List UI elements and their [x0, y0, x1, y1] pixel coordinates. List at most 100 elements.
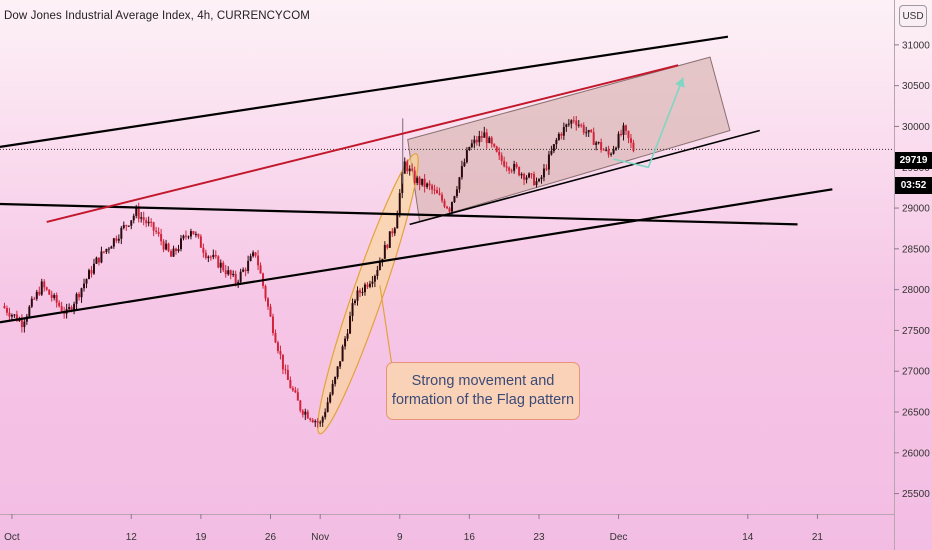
candle-body: [597, 142, 600, 144]
candle-body: [267, 298, 270, 307]
y-tick-label: 27500: [902, 326, 930, 337]
candle-body: [316, 421, 319, 423]
candle-body: [349, 316, 352, 334]
candle-body: [423, 178, 426, 187]
candle-body: [271, 316, 274, 334]
candle-body: [383, 244, 386, 259]
candle-body: [97, 257, 100, 263]
candle-body: [473, 139, 476, 144]
candle-body: [45, 287, 48, 290]
candle-body: [436, 190, 439, 194]
candle-body: [321, 417, 324, 423]
candle-body: [319, 422, 322, 424]
candle-body: [455, 189, 458, 197]
candle-body: [232, 273, 235, 276]
candle-body: [416, 177, 419, 183]
candle-body: [252, 252, 255, 257]
candle-body: [204, 252, 207, 258]
candle-body: [505, 166, 508, 168]
candle-body: [50, 294, 53, 298]
candle-body: [627, 130, 630, 139]
candle-body: [269, 306, 272, 317]
candle-body: [453, 196, 456, 203]
candle-body: [70, 307, 73, 311]
candle-body: [78, 293, 81, 298]
candle-body: [179, 238, 182, 250]
candle-body: [257, 255, 260, 266]
candle-body: [301, 410, 304, 415]
candle-body: [289, 379, 292, 389]
candle-body: [182, 235, 185, 239]
candle-body: [165, 243, 168, 250]
candle-body: [493, 143, 496, 147]
candle-body: [127, 225, 130, 227]
candle-body: [90, 270, 93, 274]
x-tick-label: 12: [126, 532, 138, 543]
x-tick-label: Nov: [311, 532, 329, 543]
x-tick-label: 21: [812, 532, 824, 543]
candle-body: [244, 269, 247, 272]
candle-body: [378, 262, 381, 270]
candle-body: [398, 193, 401, 214]
candle-body: [528, 173, 531, 178]
candle-body: [105, 248, 108, 252]
candle-body: [33, 298, 36, 300]
flag-channel-box[interactable]: [407, 56, 731, 223]
candle-body: [339, 361, 342, 367]
flag-top-line[interactable]: [46, 64, 679, 223]
y-tick-label: 27000: [902, 367, 930, 378]
candle-body: [222, 262, 225, 271]
candle-body: [500, 155, 503, 161]
candle-body: [309, 418, 312, 420]
candle-body: [470, 143, 473, 148]
trend-line-flag-bottom[interactable]: [409, 129, 760, 226]
candle-body: [403, 161, 406, 174]
candle-body: [448, 208, 451, 212]
candle-body: [110, 246, 113, 249]
y-tick-label: 25500: [902, 489, 930, 500]
candle-body: [475, 139, 478, 143]
candle-body: [40, 281, 43, 295]
candle-body: [259, 265, 262, 274]
candle-body: [520, 173, 523, 176]
candle-body: [326, 402, 329, 412]
candle-body: [624, 125, 627, 131]
candle-body: [495, 146, 498, 152]
candle-body: [587, 130, 590, 133]
candle-body: [513, 164, 516, 171]
candle-body: [23, 321, 26, 328]
candle-body: [80, 288, 83, 298]
candle-body: [85, 279, 88, 284]
candle-body: [411, 168, 414, 171]
candle-body: [35, 291, 38, 299]
candle-body: [418, 177, 421, 185]
candle-body: [296, 392, 299, 401]
candle-body: [242, 269, 245, 272]
bar-countdown-label: 03:52: [895, 177, 932, 194]
trend-line-upper-resistance[interactable]: [0, 35, 729, 148]
candle-body: [565, 124, 568, 127]
candle-body: [83, 283, 86, 289]
candle-body: [276, 342, 279, 352]
candle-body: [458, 177, 461, 190]
candle-body: [438, 193, 441, 195]
candle-body: [217, 256, 220, 268]
candle-body: [406, 161, 409, 172]
trend-line-rising-support[interactable]: [0, 188, 833, 324]
candle-body: [334, 376, 337, 384]
price-axis: 25500 26000 26500 27000 27500 28000 28500 29000…: [894, 40, 930, 500]
candle-body: [324, 411, 327, 418]
candle-body: [351, 303, 354, 317]
candle-body: [107, 248, 110, 250]
candle-body: [388, 231, 391, 248]
candle-body: [508, 167, 511, 171]
candle-body: [30, 298, 33, 307]
projection-arrow[interactable]: [613, 77, 684, 169]
candle-body: [130, 220, 133, 226]
trend-line-horizontal-support[interactable]: [0, 202, 798, 226]
candle-body: [560, 133, 563, 136]
candle-body: [426, 183, 429, 187]
annotation-callout[interactable]: Strong movement and formation of the Fla…: [386, 362, 580, 420]
currency-button[interactable]: USD: [899, 5, 927, 27]
